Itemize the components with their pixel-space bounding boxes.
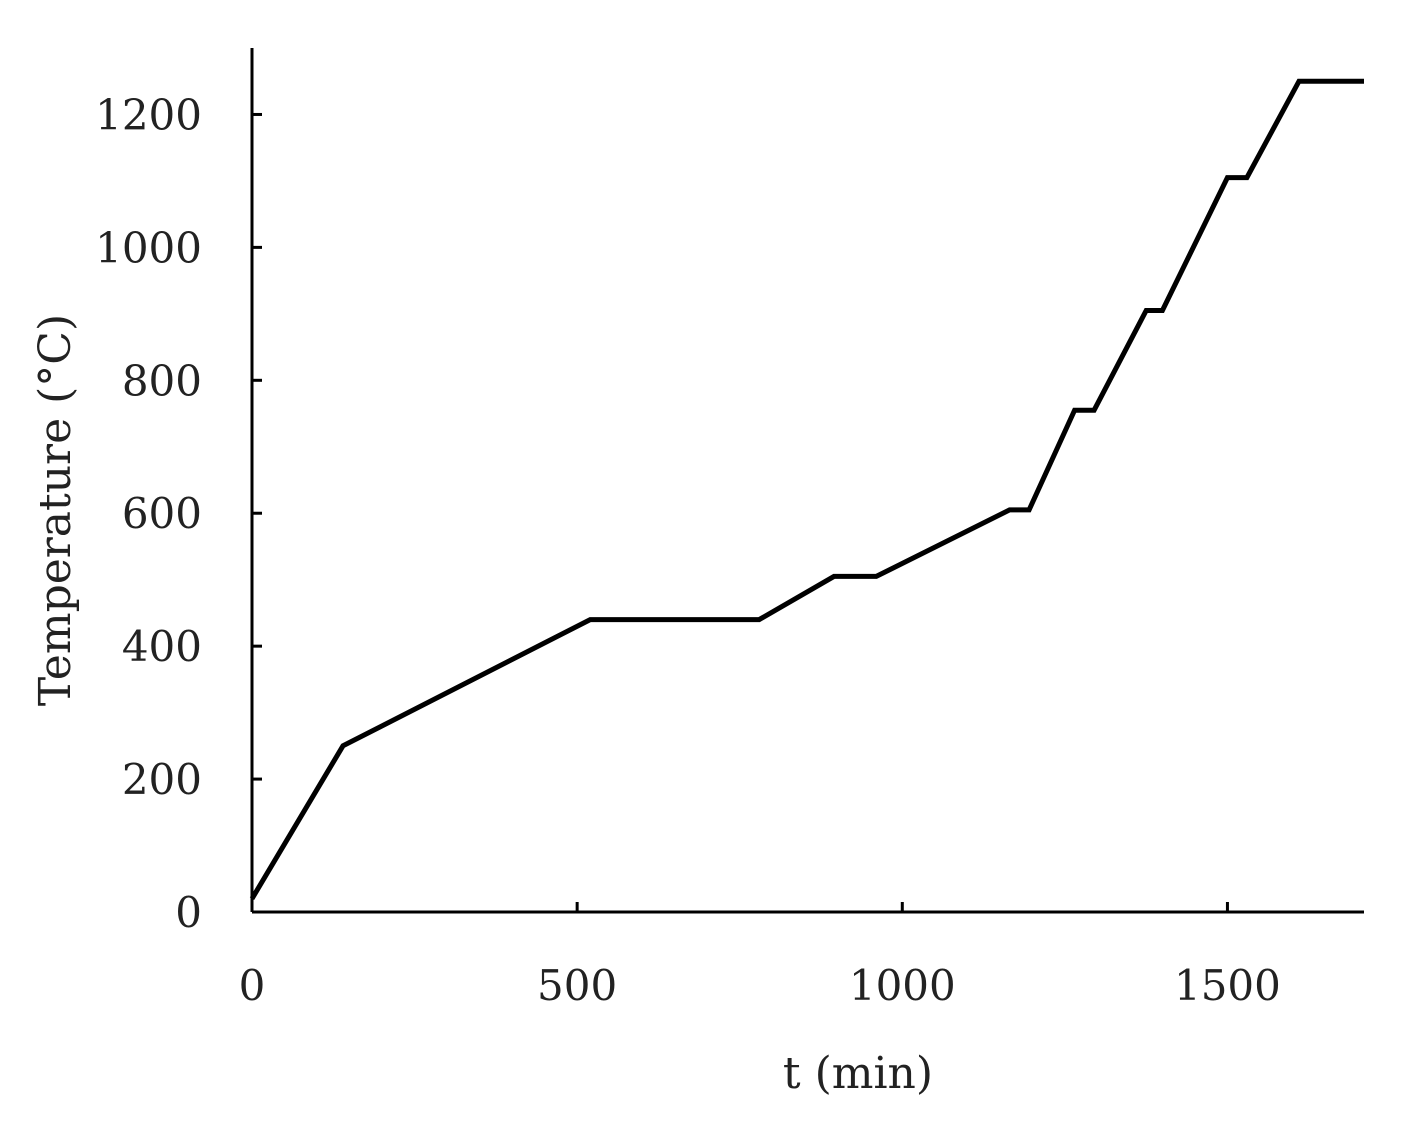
x-axis-label: t (min) xyxy=(783,1048,933,1099)
x-ticks: 0 500 1000 1500 xyxy=(239,902,1281,1010)
y-tick-label: 600 xyxy=(122,489,202,538)
y-tick-label: 1000 xyxy=(95,223,202,272)
y-tick-label: 1200 xyxy=(95,90,202,139)
x-tick-label: 1500 xyxy=(1174,961,1281,1010)
y-tick-label: 200 xyxy=(122,755,202,804)
series-line xyxy=(249,78,1364,900)
x-tick-label: 500 xyxy=(537,961,617,1010)
y-ticks: 0 200 400 600 800 1000 1200 xyxy=(95,90,262,937)
series-group xyxy=(249,78,1364,900)
y-tick-label: 400 xyxy=(122,622,202,671)
y-tick-label: 800 xyxy=(122,356,202,405)
axes xyxy=(250,48,1364,914)
y-tick-label: 0 xyxy=(175,888,202,937)
x-tick-label: 0 xyxy=(239,961,266,1010)
x-tick-label: 1000 xyxy=(849,961,956,1010)
y-axis-label: Temperature (°C) xyxy=(30,314,81,706)
